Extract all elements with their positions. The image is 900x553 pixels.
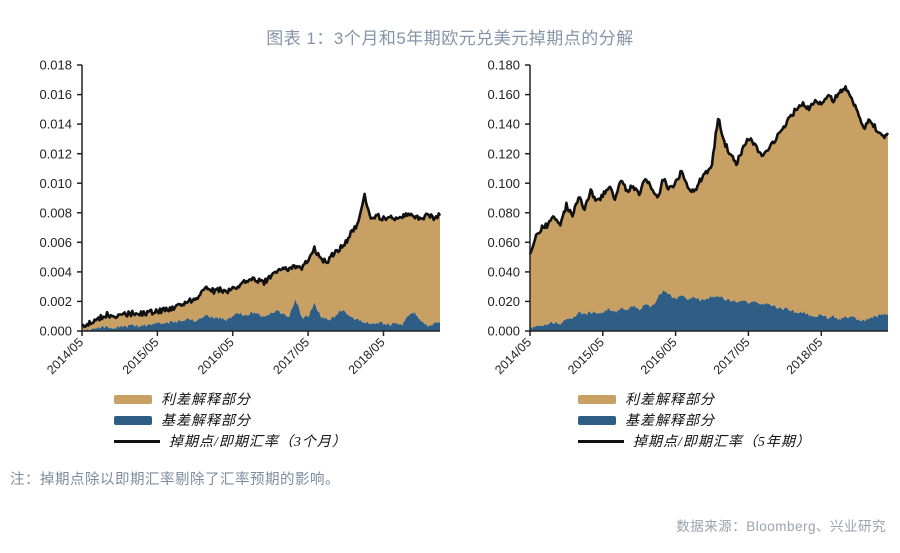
legend-label: 基差解释部分 xyxy=(625,414,715,429)
legend-label: 掉期点/即期汇率（5年期） xyxy=(633,435,811,450)
spread-area xyxy=(530,86,888,329)
legend-blue-swatch xyxy=(578,415,616,425)
svg-text:0.008: 0.008 xyxy=(39,205,72,220)
spread-area xyxy=(82,193,440,331)
chart-5y: 0.000 0.020 0.040 0.060 0.080 0.100 0.120 0.140… xyxy=(450,55,898,454)
svg-text:0.020: 0.020 xyxy=(487,294,520,309)
chart-3m: 0.000 0.002 0.004 0.006 0.008 0.010 0.012 0.014… xyxy=(2,55,450,454)
basis-area xyxy=(530,290,888,331)
total-line xyxy=(528,85,890,255)
legend-label: 基差解释部分 xyxy=(161,414,251,429)
svg-text:2016/05: 2016/05 xyxy=(638,335,680,377)
svg-text:0.016: 0.016 xyxy=(39,87,72,102)
legend-tan-swatch xyxy=(114,394,152,404)
legend-blue-swatch xyxy=(114,415,152,425)
svg-text:2018/05: 2018/05 xyxy=(346,335,388,377)
svg-text:2018/05: 2018/05 xyxy=(784,335,826,377)
svg-text:0.000: 0.000 xyxy=(487,324,520,339)
svg-text:0.018: 0.018 xyxy=(39,58,72,73)
svg-text:0.160: 0.160 xyxy=(487,87,520,102)
legend-item: 基差解释部分 xyxy=(114,412,450,429)
page-root: 图表 1：3个月和5年期欧元兑美元掉期点的分解 0.000 0.002 0.004 0… xyxy=(0,29,900,534)
legend-item: 掉期点/即期汇率（5年期） xyxy=(578,433,898,450)
charts-row: 0.000 0.002 0.004 0.006 0.008 0.010 0.012 0.014… xyxy=(0,49,900,454)
legend-item: 掉期点/即期汇率（3个月） xyxy=(114,433,450,450)
legend-label: 利差解释部分 xyxy=(161,393,251,408)
legend-item: 利差解释部分 xyxy=(114,391,450,408)
svg-text:0.040: 0.040 xyxy=(487,264,520,279)
svg-text:2017/05: 2017/05 xyxy=(711,335,753,377)
svg-text:0.120: 0.120 xyxy=(487,146,520,161)
svg-text:0.004: 0.004 xyxy=(39,264,72,279)
svg-text:0.002: 0.002 xyxy=(39,294,72,309)
svg-text:0.180: 0.180 xyxy=(487,58,520,73)
svg-text:2015/05: 2015/05 xyxy=(120,335,162,377)
legend-item: 基差解释部分 xyxy=(578,412,898,429)
svg-text:2014/05: 2014/05 xyxy=(492,335,534,377)
svg-text:0.010: 0.010 xyxy=(39,176,72,191)
svg-text:0.060: 0.060 xyxy=(487,235,520,250)
svg-text:0.140: 0.140 xyxy=(487,117,520,132)
axes xyxy=(81,65,440,332)
legend-label: 掉期点/即期汇率（3个月） xyxy=(169,435,347,450)
y-axis: 0.000 0.020 0.040 0.060 0.080 0.100 0.120 0.140… xyxy=(487,58,530,339)
svg-text:0.006: 0.006 xyxy=(39,235,72,250)
x-axis: 2014/05 2015/05 2016/05 2017/05 2018/05 xyxy=(492,331,825,377)
y-axis: 0.000 0.002 0.004 0.006 0.008 0.010 0.012 0.014… xyxy=(39,58,82,339)
svg-text:2017/05: 2017/05 xyxy=(270,335,312,377)
basis-area xyxy=(82,298,440,331)
total-line xyxy=(80,192,442,329)
legend-tan-swatch xyxy=(578,394,616,404)
svg-text:0.000: 0.000 xyxy=(39,324,72,339)
chart-3m-plot: 0.000 0.002 0.004 0.006 0.008 0.010 0.012 0.014… xyxy=(39,58,442,377)
data-source: 数据来源：Bloomberg、兴业研究 xyxy=(676,519,886,534)
chart-5y-plot: 0.000 0.020 0.040 0.060 0.080 0.100 0.120 0.140… xyxy=(487,58,890,377)
legend-item: 利差解释部分 xyxy=(578,391,898,408)
svg-text:0.100: 0.100 xyxy=(487,176,520,191)
chart-3m-legend: 利差解释部分 基差解释部分掉期点/即期汇率（3个月） xyxy=(114,391,450,450)
svg-text:0.012: 0.012 xyxy=(39,146,72,161)
legend-label: 利差解释部分 xyxy=(625,393,715,408)
svg-text:0.014: 0.014 xyxy=(39,117,72,132)
axes xyxy=(529,65,888,332)
svg-text:2015/05: 2015/05 xyxy=(565,335,607,377)
legend-line-swatch xyxy=(578,439,624,443)
x-axis: 2014/05 2015/05 2016/05 2017/05 2018/05 xyxy=(44,331,388,377)
svg-text:0.080: 0.080 xyxy=(487,205,520,220)
figure-title: 图表 1：3个月和5年期欧元兑美元掉期点的分解 xyxy=(266,29,634,48)
legend-line-swatch xyxy=(114,439,160,443)
svg-text:2016/05: 2016/05 xyxy=(195,335,237,377)
footnote: 注：掉期点除以即期汇率剔除了汇率预期的影响。 xyxy=(10,472,340,488)
svg-text:2014/05: 2014/05 xyxy=(44,335,86,377)
chart-5y-legend: 利差解释部分 基差解释部分掉期点/即期汇率（5年期） xyxy=(578,391,898,450)
